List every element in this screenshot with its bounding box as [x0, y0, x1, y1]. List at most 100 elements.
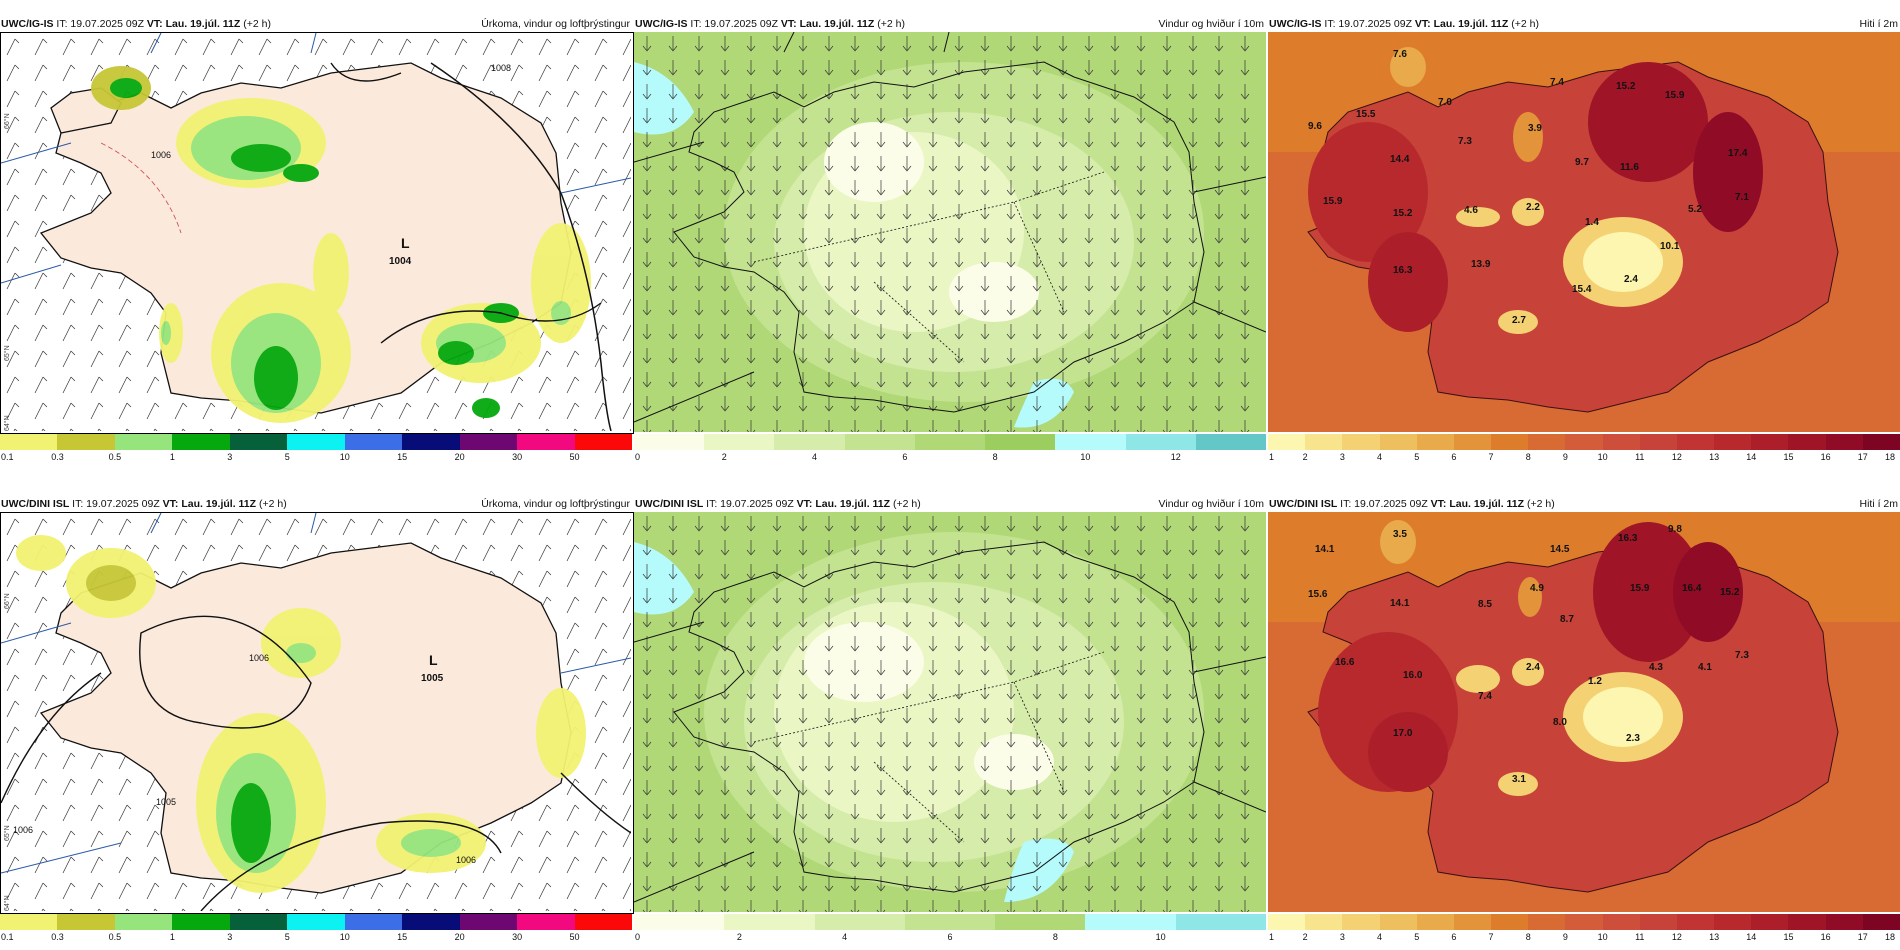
colorbar-tick-label: 7: [1488, 932, 1494, 942]
wind-map[interactable]: [634, 32, 1266, 432]
colorbar-swatch: [1565, 914, 1603, 930]
wind-map[interactable]: [634, 512, 1266, 912]
colorbar-tick-label: 16: [1820, 932, 1831, 942]
temp-value-label: 14.4: [1390, 154, 1410, 165]
valid-time: Lau. 19.júl. 11Z: [165, 18, 241, 30]
model-name: UWC/IG-IS: [1269, 18, 1322, 30]
colorbar-swatch: [1305, 434, 1343, 450]
colorbar-tick-label: 11: [1635, 932, 1645, 942]
init-time: IT: 19.07.2025 09Z: [56, 18, 144, 30]
precip-map[interactable]: L 1004 1008 1006 66°N 65°N 64°N: [0, 32, 634, 434]
temp-value-label: 2.4: [1526, 662, 1540, 673]
colorbar-tick-label: 6: [902, 452, 908, 462]
colorbar-swatch: [1862, 914, 1900, 930]
colorbar-swatch: [114, 434, 173, 450]
temp-values: 7.6 7.0 7.4 15.2 15.9 9.6 15.5 3.9 7.3 14.4 9.7 11.…: [1308, 49, 1749, 326]
colorbar-tick-label: 9: [1562, 452, 1568, 462]
colorbar-tick-label: 6: [1451, 452, 1457, 462]
colorbar-tick-label: 13: [1709, 452, 1720, 462]
temp-value-label: 2.4: [1624, 274, 1638, 285]
colorbar-swatch: [774, 434, 845, 450]
temp-value-label: 8.5: [1478, 599, 1492, 610]
colorbar-swatch: [287, 914, 345, 930]
colorbar-swatch: [1342, 914, 1380, 930]
colorbar-swatch: [1453, 914, 1492, 930]
panel-header: UWC/DINI ISL IT: 19.07.2025 09Z VT: Lau.…: [1268, 496, 1900, 512]
panel-title: Hiti í 2m: [1859, 18, 1898, 30]
colorbar-tick-label: 0.3: [51, 932, 64, 942]
temp-value-label: 15.9: [1323, 196, 1343, 207]
valid-label: VT:: [1430, 498, 1447, 510]
valid-time: Lau. 19.júl. 11Z: [799, 18, 875, 30]
colorbar-tick-label: 10: [1080, 452, 1091, 462]
colorbar-tick-label: 2: [1302, 452, 1308, 462]
temp-value-label: 7.1: [1735, 192, 1749, 203]
init-time: IT: 19.07.2025 09Z: [1324, 18, 1412, 30]
temp-value-label: 4.1: [1698, 662, 1712, 673]
colorbar-tick-label: 30: [512, 932, 523, 942]
temp-value-label: 4.9: [1530, 583, 1544, 594]
temp-value-label: 1.4: [1585, 217, 1599, 228]
colorbar-swatch: [1751, 914, 1789, 930]
colorbar-tick-label: 14: [1746, 452, 1757, 462]
colorbar-tick-label: 18: [1884, 452, 1896, 462]
model-name: UWC/IG-IS: [1, 18, 54, 30]
temp-value-label: 7.4: [1478, 691, 1492, 702]
valid-label: VT:: [1414, 18, 1431, 30]
isobar-label: 1006: [151, 150, 171, 160]
colorbar-tick-label: 4: [812, 452, 818, 462]
colorbar-tick-label: 10: [1155, 932, 1166, 942]
lat-label: 64°N: [3, 895, 11, 911]
colorbar-tick-label: 0.1: [1, 452, 14, 462]
isobar-line: [430, 62, 612, 431]
panel-precip-igis: UWC/IG-IS IT: 19.07.2025 09Z VT: Lau. 19…: [0, 16, 634, 466]
colorbar-tick-label: 18: [1884, 932, 1896, 942]
colorbar-swatch: [1565, 434, 1603, 450]
temp-values: 3.5 14.1 16.3 9.8 14.5 15.6 14.1 4.9 15.9 16.4 15.…: [1308, 524, 1749, 785]
precip-areas: [16, 535, 586, 893]
colorbar-tick-label: 15: [1783, 452, 1794, 462]
temp-value-label: 15.9: [1665, 90, 1685, 101]
colorbar-tick-label: 5: [284, 932, 290, 942]
panel-header: UWC/IG-IS IT: 19.07.2025 09Z VT: Lau. 19…: [0, 16, 632, 32]
colorbar-tick-label: 20: [454, 452, 465, 462]
colorbar-swatch: [724, 914, 815, 930]
model-name: UWC/DINI ISL: [635, 498, 704, 510]
wind-colorbar-ticks: 0 2 4 6 8 10 12: [634, 452, 1266, 464]
lat-label: 66°N: [3, 593, 11, 609]
lead-time: (+2 h): [243, 18, 271, 30]
colorbar-tick-label: 9: [1562, 932, 1568, 942]
low-pressure: 1004: [389, 256, 412, 267]
colorbar-swatch: [634, 914, 725, 930]
panel-temp-dini: UWC/DINI ISL IT: 19.07.2025 09Z VT: Lau.…: [1268, 496, 1900, 946]
valid-label: VT:: [146, 18, 163, 30]
temp-value-label: 16.6: [1335, 657, 1355, 668]
temp-value-label: 14.1: [1390, 598, 1410, 609]
temp-value-label: 7.3: [1458, 136, 1472, 147]
low-letter: L: [401, 235, 410, 251]
colorbar-swatch: [1055, 434, 1126, 450]
lead-time: (+2 h): [1526, 498, 1555, 510]
temp-colorbar: [1268, 434, 1900, 450]
lat-label: 65°N: [3, 345, 11, 361]
precip-map[interactable]: L 1005 1006 1005 1006 1006 66°N 65°N 64°…: [0, 512, 634, 914]
panel-header: UWC/DINI ISL IT: 19.07.2025 09Z VT: Lau.…: [634, 496, 1266, 512]
model-name: UWC/IG-IS: [635, 18, 688, 30]
wind-map-canvas: [634, 512, 1266, 912]
precip-map-canvas: L 1004 1008 1006 66°N 65°N 64°N: [1, 33, 631, 431]
temp-value-label: 14.1: [1315, 544, 1335, 555]
colorbar-tick-label: 2: [736, 932, 742, 942]
temp-value-label: 15.2: [1393, 208, 1413, 219]
panel-title: Vindur og hviður í 10m: [1158, 18, 1264, 30]
isobar-label: 1006: [249, 653, 269, 663]
temp-map[interactable]: 3.5 14.1 16.3 9.8 14.5 15.6 14.1 4.9 15.9 16.4 15.…: [1268, 512, 1900, 912]
colorbar-tick-label: 13: [1709, 932, 1720, 942]
colorbar-swatch: [1453, 434, 1492, 450]
colorbar-swatch: [1491, 434, 1529, 450]
colorbar-swatch: [844, 434, 915, 450]
colorbar-tick-label: 3: [1339, 452, 1345, 462]
colorbar-tick-label: 8: [1525, 932, 1531, 942]
temp-map[interactable]: 7.6 7.0 7.4 15.2 15.9 9.6 15.5 3.9 7.3 14.4 9.7 11.…: [1268, 32, 1900, 432]
colorbar-tick-label: 0: [635, 932, 641, 942]
temp-value-label: 3.5: [1393, 529, 1407, 540]
